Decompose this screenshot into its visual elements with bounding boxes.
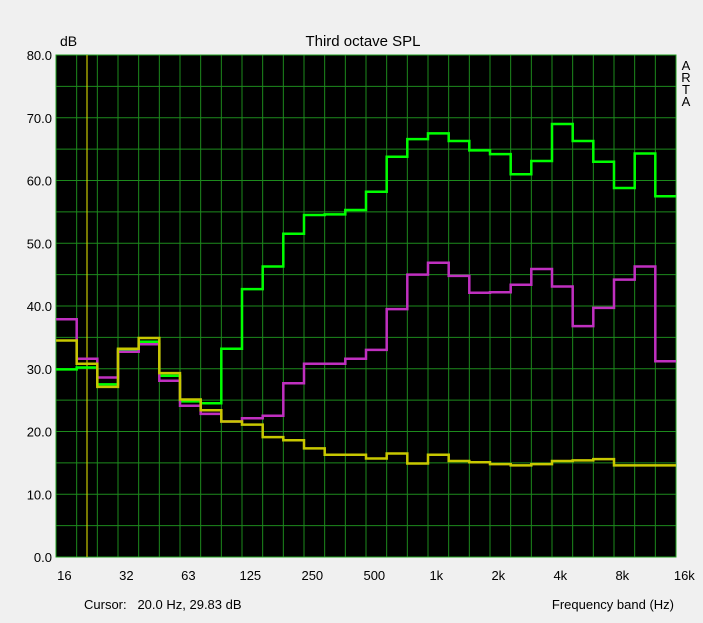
- x-tick-label: 1k: [429, 568, 443, 583]
- y-tick-label: 0.0: [34, 550, 52, 565]
- y-tick-label: 10.0: [27, 487, 52, 502]
- x-tick-label: 250: [301, 568, 323, 583]
- plot-border: [55, 54, 677, 558]
- y-tick-label: 50.0: [27, 236, 52, 251]
- x-tick-label: 125: [239, 568, 261, 583]
- chart-title: Third octave SPL: [305, 33, 420, 50]
- x-tick-label: 16k: [674, 568, 695, 583]
- y-tick-label: 20.0: [27, 425, 52, 440]
- x-tick-label: 500: [363, 568, 385, 583]
- y-tick-label: 30.0: [27, 362, 52, 377]
- x-tick-label: 8k: [615, 568, 629, 583]
- y-tick-label: 60.0: [27, 174, 52, 189]
- arta-watermark-letter: T: [682, 82, 690, 97]
- series-line-3: [56, 336, 676, 467]
- y-tick-label: 70.0: [27, 111, 52, 126]
- arta-watermark-letter: A: [682, 58, 691, 73]
- plot-area[interactable]: [55, 54, 677, 558]
- y-tick-label: 40.0: [27, 299, 52, 314]
- x-tick-label: 63: [181, 568, 195, 583]
- x-tick-label: 2k: [491, 568, 505, 583]
- x-tick-label: 32: [119, 568, 133, 583]
- y-tick-label: 80.0: [27, 48, 52, 63]
- y-axis-unit-label: dB: [60, 33, 77, 49]
- arta-watermark-letter: A: [682, 94, 691, 109]
- x-axis-label: Frequency band (Hz): [551, 597, 674, 612]
- arta-watermark-letter: R: [681, 70, 690, 85]
- x-tick-label: 16: [57, 568, 71, 583]
- cursor-readout: Cursor: 20.0 Hz, 29.83 dB: [84, 597, 242, 612]
- x-tick-label: 4k: [553, 568, 567, 583]
